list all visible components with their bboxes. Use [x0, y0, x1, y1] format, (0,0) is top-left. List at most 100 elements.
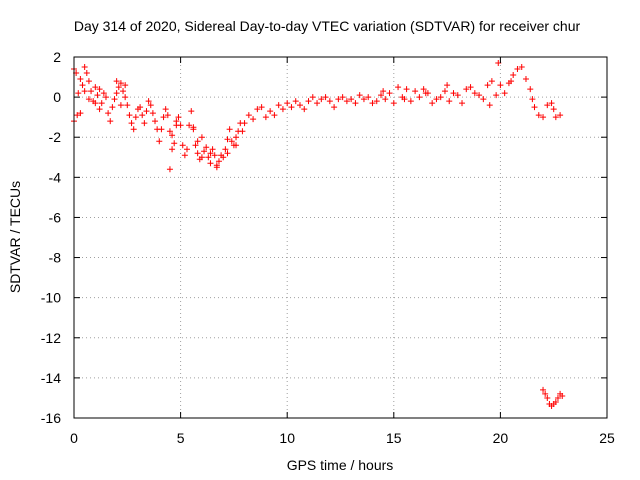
data-points [71, 60, 566, 409]
data-point [542, 390, 549, 397]
data-point [480, 96, 487, 103]
data-point [92, 100, 99, 107]
data-point [139, 112, 146, 119]
data-point [279, 106, 286, 113]
data-point [250, 116, 257, 123]
data-point [484, 82, 491, 89]
data-point [540, 386, 547, 393]
data-point [437, 94, 444, 101]
axis-ticks [73, 56, 608, 419]
data-point [160, 114, 167, 121]
data-point [552, 114, 559, 121]
data-point [416, 94, 423, 101]
data-point [224, 136, 231, 143]
data-point [113, 78, 120, 85]
data-point [527, 86, 534, 93]
data-point [105, 110, 112, 117]
data-point [544, 102, 551, 109]
data-point [343, 98, 350, 105]
data-point [318, 96, 325, 103]
data-point [109, 104, 116, 111]
data-point [518, 64, 525, 71]
data-point [501, 90, 508, 97]
data-point [203, 144, 210, 151]
data-point [514, 66, 521, 73]
data-point [98, 100, 105, 107]
y-tick-label: -2 [49, 129, 62, 145]
data-point [92, 84, 99, 91]
data-point [220, 154, 227, 161]
data-point [395, 84, 402, 91]
data-point [215, 158, 222, 165]
data-point [233, 142, 240, 149]
data-point [444, 82, 451, 89]
x-tick-label: 10 [279, 430, 295, 446]
data-point [85, 78, 92, 85]
data-point [164, 112, 171, 119]
data-point [211, 152, 218, 159]
data-point [194, 150, 201, 157]
data-point [126, 112, 133, 119]
data-point [222, 146, 229, 153]
data-point [305, 98, 312, 105]
y-tick-label: -14 [41, 370, 61, 386]
data-point [149, 110, 156, 117]
data-point [137, 104, 144, 111]
data-point [296, 102, 303, 109]
data-point [85, 96, 92, 103]
data-point [463, 86, 470, 93]
data-point [378, 92, 385, 99]
data-point [77, 110, 84, 117]
data-point [292, 98, 299, 105]
data-point [529, 96, 536, 103]
y-axis-label: SDTVAR / TECUs [7, 181, 23, 293]
plot-frame [73, 56, 608, 419]
data-point [201, 148, 208, 155]
data-point [446, 98, 453, 105]
y-tick-label: 2 [53, 49, 61, 65]
data-point [433, 96, 440, 103]
data-point [147, 102, 154, 109]
data-point [390, 100, 397, 107]
data-point [198, 134, 205, 141]
data-point [233, 134, 240, 141]
data-point [107, 118, 114, 125]
data-point [156, 138, 163, 145]
data-point [360, 96, 367, 103]
data-point [382, 96, 389, 103]
data-point [100, 90, 107, 97]
data-point [88, 88, 95, 95]
x-tick-label: 0 [70, 430, 78, 446]
data-point [550, 106, 557, 113]
data-point [207, 160, 214, 167]
data-point [188, 108, 195, 115]
grid [74, 57, 607, 418]
x-tick-label: 20 [493, 430, 509, 446]
data-point [122, 82, 129, 89]
data-point [486, 102, 493, 109]
data-point [141, 120, 148, 127]
data-point [128, 120, 135, 127]
data-point [544, 394, 551, 401]
data-point [522, 76, 529, 83]
data-point [130, 126, 137, 133]
data-point [552, 398, 559, 405]
data-point [143, 108, 150, 115]
data-point [535, 112, 542, 119]
data-point [356, 92, 363, 99]
data-point [554, 394, 561, 401]
data-point [169, 132, 176, 139]
data-point [145, 98, 152, 105]
data-point [401, 96, 408, 103]
data-point [194, 138, 201, 145]
data-point [335, 96, 342, 103]
data-point [117, 80, 124, 87]
data-point [510, 72, 517, 79]
data-point [175, 114, 182, 121]
data-point [467, 84, 474, 91]
data-point [403, 86, 410, 93]
data-point [267, 108, 274, 115]
data-point [79, 82, 86, 89]
